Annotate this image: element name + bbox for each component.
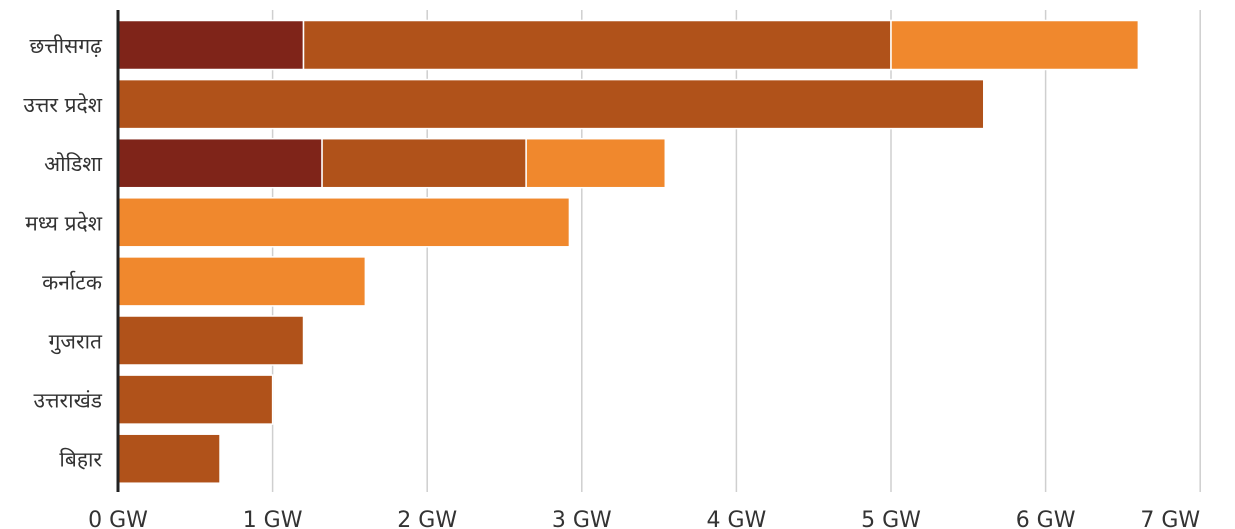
category-label-1: उत्तर प्रदेश [23,93,102,117]
label-layer: 0 GW 1 GW 2 GW 3 GW 4 GW 5 GW 6 GW 7 GW छत्तीसगढ… [23,34,1200,529]
x-tick-label-0: 0 GW [88,508,148,529]
x-tick-label-3: 3 GW [552,508,612,529]
bar-5-segment-1 [117,315,305,366]
bar-6-segment-1 [117,374,274,425]
x-tick-label-5: 5 GW [861,508,921,529]
category-label-4: कर्नाटक [42,270,103,294]
category-label-2: ओडिशा [44,152,102,176]
bar-3-segment-2 [117,197,571,248]
bar-1-segment-1 [117,78,985,130]
bar-2-segment-2 [525,137,667,189]
bar-2-segment-1 [321,137,527,189]
category-label-5: गुजरात [49,330,103,355]
x-tick-label-7: 7 GW [1140,508,1200,529]
x-tick-label-1: 1 GW [243,508,303,529]
bar-7-segment-1 [117,433,221,484]
x-tick-label-2: 2 GW [397,508,457,529]
bar-layer [117,19,1140,484]
bar-2-segment-0 [117,137,323,189]
category-label-6: उत्तराखंड [34,389,103,413]
x-tick-label-6: 6 GW [1016,508,1076,529]
category-label-0: छत्तीसगढ़ [29,34,103,58]
bar-4-segment-2 [117,256,367,307]
x-tick-label-4: 4 GW [707,508,767,529]
bar-0-segment-0 [117,19,305,71]
category-label-7: बिहार [59,448,102,472]
bar-0-segment-2 [890,19,1140,71]
bar-0-segment-1 [302,19,892,71]
category-label-3: मध्य प्रदेश [25,211,102,235]
